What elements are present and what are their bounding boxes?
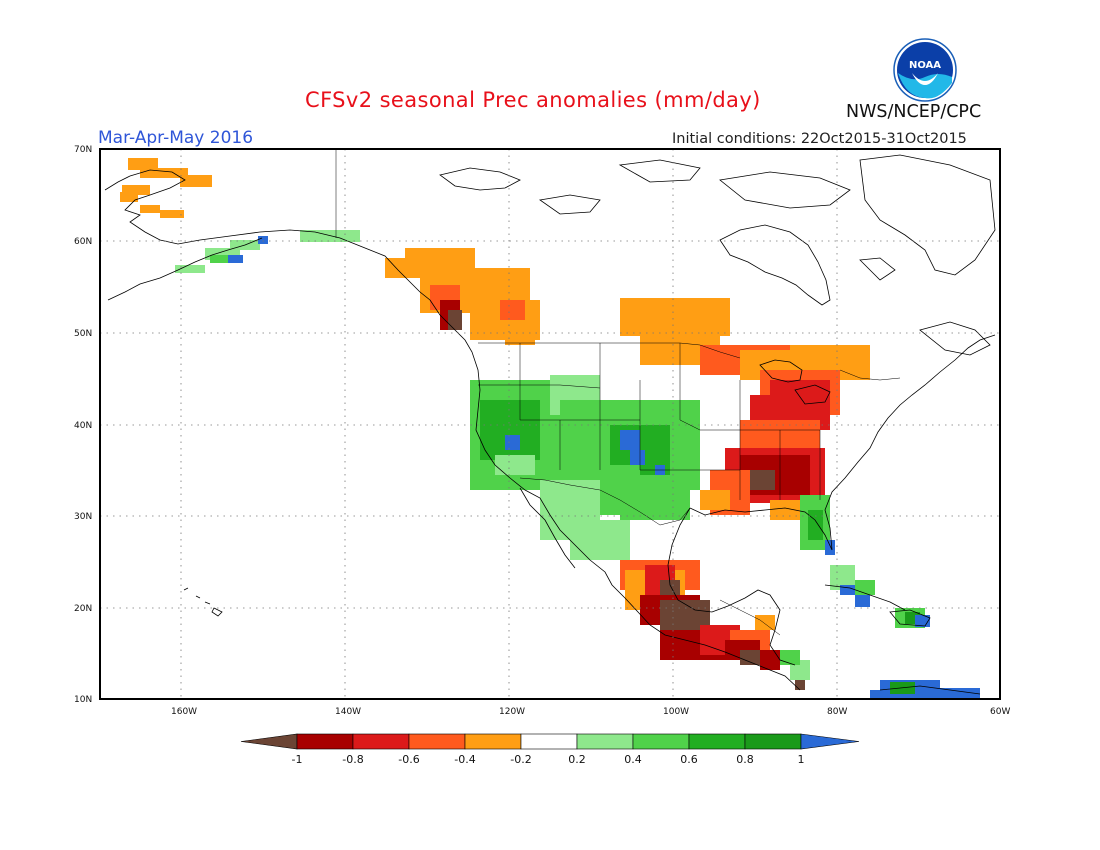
anomaly-cell xyxy=(128,158,158,170)
anomaly-cell xyxy=(825,540,835,555)
anomaly-cell xyxy=(750,470,775,490)
anomaly-cell xyxy=(870,690,890,699)
anomaly-cell xyxy=(480,400,540,460)
anomaly-cell xyxy=(140,205,160,213)
anomaly-cell xyxy=(700,490,730,510)
anomaly-cell xyxy=(500,300,525,320)
lat-label: 30N xyxy=(74,512,92,522)
anomaly-cell xyxy=(505,435,520,450)
longitude-labels: 160W 140W 120W 100W 80W 60W xyxy=(171,707,1010,717)
political-boundaries xyxy=(335,149,901,636)
chart-title: CFSv2 seasonal Prec anomalies (mm/day) xyxy=(305,88,761,112)
agency-label: NWS/NCEP/CPC xyxy=(846,102,982,122)
lon-label: 100W xyxy=(663,707,689,717)
anomaly-cell xyxy=(180,175,212,187)
lat-label: 40N xyxy=(74,421,92,431)
lon-label: 80W xyxy=(827,707,847,717)
anomaly-cell xyxy=(228,255,243,263)
lat-label: 70N xyxy=(74,145,92,155)
initial-conditions-label: Initial conditions: 22Oct2015-31Oct2015 xyxy=(672,131,967,147)
lat-label: 10N xyxy=(74,695,92,705)
anomaly-cell xyxy=(760,650,780,670)
anomaly-cell xyxy=(840,585,860,595)
coastlines xyxy=(104,154,996,695)
anomaly-cell xyxy=(160,210,184,218)
anomaly-cell xyxy=(122,185,150,195)
noaa-logo: NOAA xyxy=(893,38,957,102)
lon-label: 160W xyxy=(171,707,197,717)
anomaly-cell xyxy=(495,455,535,475)
anomaly-cell xyxy=(755,615,775,630)
map-frame xyxy=(99,148,1001,700)
lat-label: 60N xyxy=(74,237,92,247)
latitude-labels: 70N 60N 50N 40N 30N 20N 10N xyxy=(74,145,92,705)
anomaly-cell xyxy=(795,675,805,690)
anomaly-cell xyxy=(630,450,645,465)
lat-label: 50N xyxy=(74,329,92,339)
anomaly-cell xyxy=(855,595,870,607)
anomaly-cell xyxy=(258,236,268,244)
lon-label: 60W xyxy=(990,707,1010,717)
anomaly-cell xyxy=(120,192,138,202)
anomaly-cell xyxy=(210,255,230,263)
anomaly-cell xyxy=(175,265,205,273)
season-label: Mar-Apr-May 2016 xyxy=(98,128,254,148)
anomaly-cell xyxy=(448,310,462,330)
anomaly-cell xyxy=(780,650,800,665)
anomaly-cell xyxy=(940,688,980,699)
anomaly-cell xyxy=(660,580,680,595)
anomaly-cell xyxy=(505,325,535,345)
graticule xyxy=(100,149,1000,699)
anomaly-cell xyxy=(620,430,640,450)
anomaly-cells xyxy=(120,158,980,699)
anomaly-cell xyxy=(855,580,875,595)
lat-label: 20N xyxy=(74,604,92,614)
anomaly-cell xyxy=(570,520,630,560)
lon-label: 120W xyxy=(499,707,525,717)
lon-label: 140W xyxy=(335,707,361,717)
logo-text: NOAA xyxy=(909,60,941,71)
anomaly-cell xyxy=(140,168,188,178)
anomaly-cell xyxy=(620,490,690,520)
anomaly-cell xyxy=(808,510,823,540)
